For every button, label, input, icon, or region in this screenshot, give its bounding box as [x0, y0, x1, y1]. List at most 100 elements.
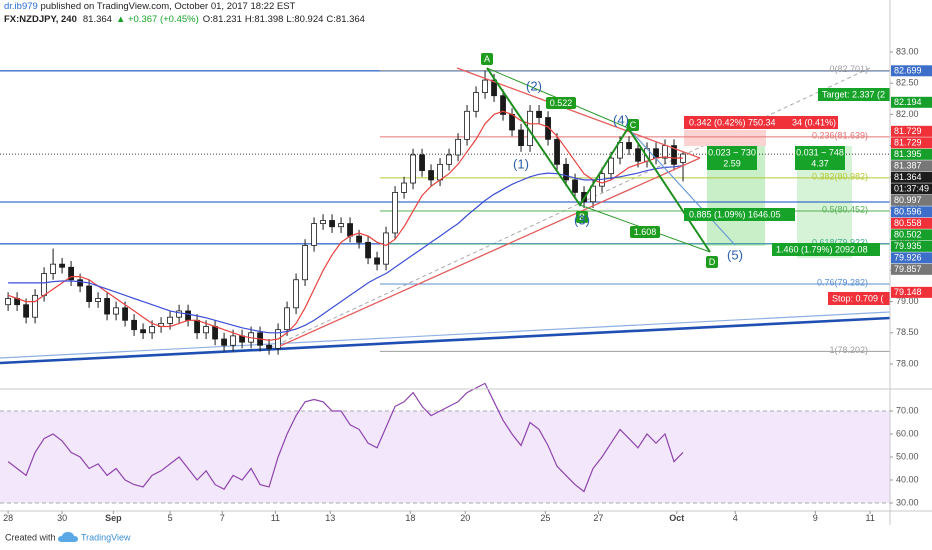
price-label: 82.194 [894, 97, 922, 107]
pattern-label-box [576, 211, 588, 223]
candle-body [284, 307, 290, 331]
candle-body [536, 110, 542, 118]
candle-body [113, 307, 119, 315]
line-series [8, 165, 684, 334]
footer: Created with TradingView [0, 526, 932, 550]
price-label: 81.729 [894, 126, 922, 136]
x-tick-label: Sep [105, 513, 122, 523]
candle-body [59, 263, 65, 268]
pattern-label-box [481, 53, 493, 65]
candle-body [293, 279, 299, 309]
fib-label: 0.382(80.982) [812, 171, 868, 181]
candle-body [626, 142, 632, 150]
price-label-box [891, 148, 932, 160]
candle-body [446, 154, 452, 165]
candle-body [122, 307, 128, 321]
pattern-label: A [484, 54, 490, 64]
price-label-box [891, 183, 932, 195]
price-label: 79.148 [894, 287, 922, 297]
candle-body [428, 170, 434, 181]
candle-body [95, 298, 101, 302]
stop-label: Stop: 0.709 ( [832, 293, 884, 303]
candle-body [230, 335, 236, 346]
rsi-tick-label: 70.00 [896, 405, 919, 415]
header-bg [0, 0, 560, 26]
footer-bg [0, 526, 932, 550]
rsi-tick-label: 30.00 [896, 497, 919, 507]
pattern-label: B [579, 212, 585, 222]
candle-body [437, 163, 443, 181]
fib-label: 0(82.701) [829, 64, 868, 74]
candle-body [5, 298, 11, 306]
price-label: 01:37:49 [894, 184, 929, 194]
candle-body [50, 263, 56, 274]
x-tick-label: 13 [325, 513, 335, 523]
symbol-line: FX:NZDJPY, 240 81.364 ▲ +0.367 (+0.45%) O:8… [4, 14, 365, 25]
y-tick-label: 79.00 [896, 296, 919, 306]
trend-line [456, 67, 701, 159]
x-tick-label: Oct [669, 513, 684, 523]
candle-body [482, 79, 488, 93]
candle-body [311, 223, 317, 246]
candle-body [131, 319, 137, 331]
candle-body [203, 326, 209, 334]
candle-body [356, 235, 362, 243]
wave-label: (1) [513, 156, 529, 171]
price-label-box [891, 137, 932, 149]
change: ▲ +0.367 (+0.45%) [116, 14, 199, 25]
candle-body [140, 329, 146, 334]
price-label: 80.502 [894, 230, 922, 240]
high: H:81.398 [245, 14, 284, 25]
header-line: dr.ib979 published on TradingView.com, O… [4, 1, 296, 12]
candle-body [23, 304, 29, 318]
author[interactable]: dr.ib979 [4, 1, 38, 12]
price-label-box [891, 206, 932, 218]
line-series [7, 382, 684, 493]
fib-label: 0.76(79.282) [817, 277, 868, 287]
price-label: 79.926 [894, 253, 922, 263]
x-tick-label: 30 [57, 513, 67, 523]
candle-body [86, 285, 92, 302]
price-label-box [891, 229, 932, 241]
candle-body [185, 310, 191, 321]
candle-body [554, 138, 560, 165]
price-label-box [891, 252, 932, 264]
candle-body [149, 326, 155, 334]
trend-line [279, 157, 701, 347]
price-label-box [891, 65, 932, 77]
stop-box [828, 292, 890, 305]
price-label-box [891, 240, 932, 252]
wave-label: (3) [574, 212, 590, 227]
y-tick-label: 78.00 [896, 358, 919, 368]
candle-body [176, 310, 182, 318]
candle-body [563, 163, 569, 181]
pattern-label-box [627, 119, 639, 131]
header: dr.ib979 published on TradingView.com, O… [0, 0, 560, 26]
footer-brand[interactable]: TradingView [81, 532, 131, 542]
background-layer: 0(82.701) 0.236(81.639) 0.382(80.982) 0.5(8… [0, 64, 891, 504]
price-label: 79.935 [894, 241, 922, 251]
y-tick-label: 83.00 [896, 46, 919, 56]
measure-label: 1.460 (1.79%) 2092.08 [776, 244, 868, 254]
rsi-tick-label: 60.00 [896, 428, 919, 438]
x-tick-label: 20 [460, 513, 470, 523]
pattern-label: D [709, 257, 716, 267]
candle-body [320, 220, 326, 224]
candle-body [590, 185, 596, 203]
candle-body [455, 138, 461, 156]
price-label: 80.596 [894, 207, 922, 217]
measure-label: 0.031 ~ 748 [796, 147, 844, 157]
price-label-box [891, 160, 932, 172]
y-tick-label: 82.00 [896, 109, 919, 119]
candle-body [302, 245, 308, 281]
price-label: 79.857 [894, 264, 922, 274]
candle-body [671, 145, 677, 165]
measure-box [772, 243, 880, 256]
measure-box [707, 146, 757, 170]
price-label-box [891, 194, 932, 206]
x-tick-label: 9 [813, 513, 818, 523]
candle-body [410, 154, 416, 184]
price-label: 81.387 [894, 161, 922, 171]
candle-body [401, 182, 407, 193]
ratio-label: 1.608 [634, 227, 657, 237]
